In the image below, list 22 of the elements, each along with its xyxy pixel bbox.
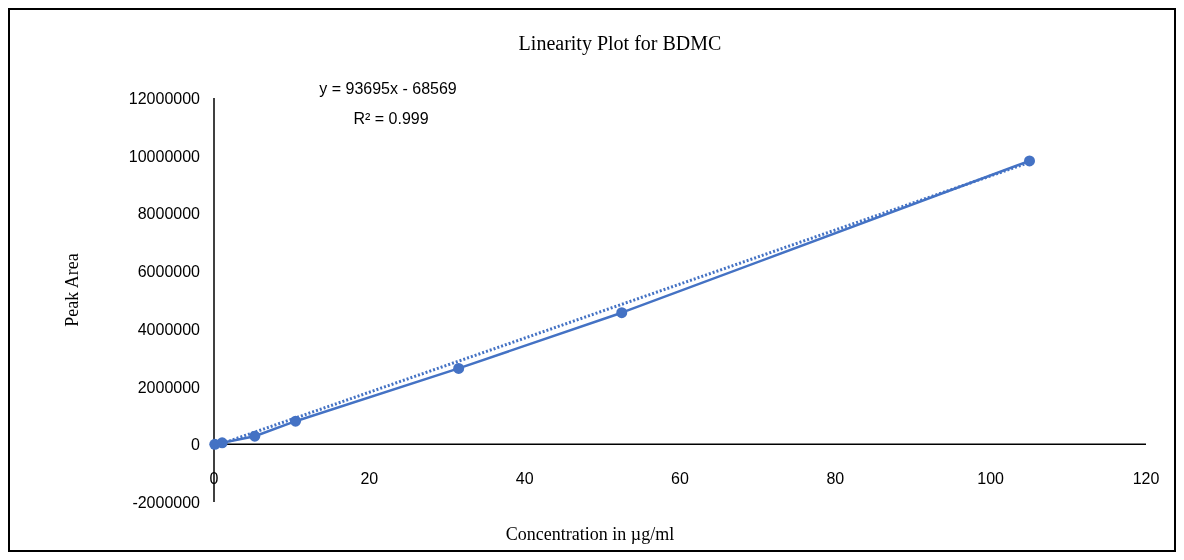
- y-tick-label: 2000000: [137, 378, 201, 396]
- x-tick-label: 100: [977, 470, 1005, 488]
- y-tick-label: 10000000: [128, 147, 201, 165]
- x-axis-title: Concentration in µg/ml: [505, 524, 675, 544]
- x-tick-label: 120: [1132, 470, 1160, 488]
- y-tick-label: 8000000: [137, 205, 201, 223]
- y-tick-label: 0: [191, 436, 201, 454]
- point: [616, 307, 628, 319]
- point: [453, 362, 465, 374]
- y-tick-label: 6000000: [137, 263, 201, 281]
- chart-title: Linearity Plot for BDMC: [518, 32, 722, 55]
- x-tick-label: 60: [671, 470, 689, 488]
- point: [1024, 155, 1035, 167]
- x-tick-label: 40: [515, 470, 534, 488]
- y-tick-label: 12000000: [128, 90, 201, 107]
- text: y = 93695x - 68569: [319, 80, 457, 97]
- y-tick-label: -2000000: [132, 494, 201, 511]
- annotation: R² = 0.999: [353, 110, 429, 127]
- x-tick-label: 80: [826, 470, 845, 488]
- x-tick-label: 20: [360, 470, 379, 488]
- y-tick-label: 4000000: [137, 320, 201, 338]
- y-axis-title: Peak Area: [62, 253, 82, 327]
